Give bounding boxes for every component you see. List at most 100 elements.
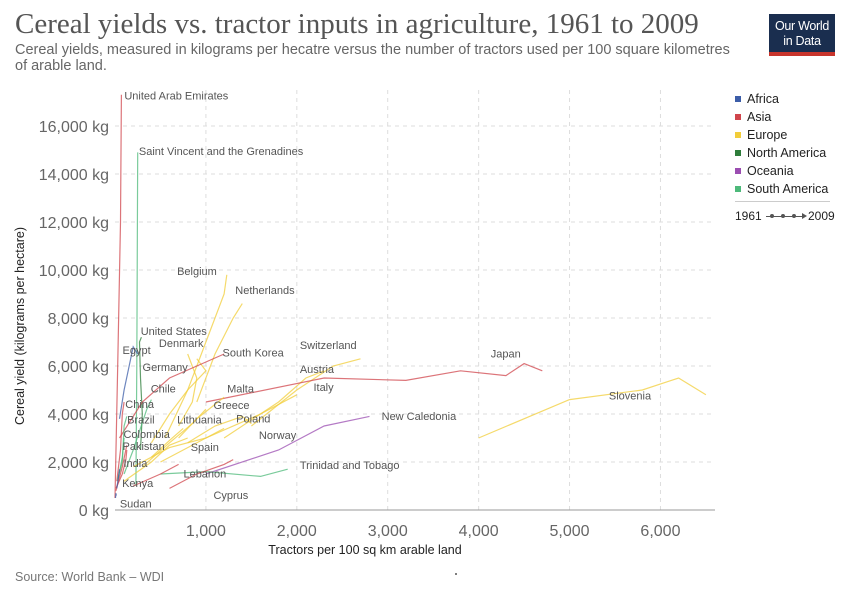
legend-item-africa[interactable]: Africa bbox=[735, 92, 779, 106]
series-line[interactable]: Kenya bbox=[116, 469, 121, 489]
point-label: Saint Vincent and the Grenadines bbox=[139, 146, 304, 158]
series-line[interactable]: Lebanon bbox=[132, 463, 179, 487]
point-label: Belgium bbox=[177, 266, 217, 278]
point-label: Sudan bbox=[120, 499, 152, 511]
point-label: Greece bbox=[213, 400, 249, 412]
series-line[interactable]: Slovenia bbox=[478, 377, 707, 439]
legend-swatch bbox=[735, 167, 741, 174]
series-line[interactable]: Belgium bbox=[164, 274, 228, 439]
point-label: United Arab Emirates bbox=[124, 91, 228, 103]
y-axis-label: Cereal yield (kilograms per hectare) bbox=[13, 227, 27, 425]
point-label: Netherlands bbox=[235, 285, 295, 297]
y-tick-label: 4,000 kg bbox=[48, 407, 109, 424]
time-arrow-line bbox=[766, 216, 804, 217]
point-label: Cyprus bbox=[213, 490, 248, 502]
x-tick-label: 5,000 bbox=[550, 523, 590, 540]
y-tick-label: 8,000 kg bbox=[48, 311, 109, 328]
time-end-label: 2009 bbox=[808, 209, 835, 223]
owid-logo[interactable]: Our World in Data bbox=[769, 14, 835, 56]
footer-dot bbox=[455, 573, 457, 575]
point-label: Kenya bbox=[122, 478, 154, 490]
series-line[interactable]: Trinidad and Tobago bbox=[160, 468, 288, 478]
series-line[interactable]: India bbox=[115, 449, 128, 489]
x-tick-label: 4,000 bbox=[459, 523, 499, 540]
axes: 0 kg 2,000 kg 4,000 kg 6,000 kg 8,000 kg 10,0… bbox=[39, 119, 715, 540]
legend-swatch bbox=[735, 113, 741, 120]
point-label: Colombia bbox=[123, 429, 170, 441]
point-label: Lebanon bbox=[183, 469, 226, 481]
series-line[interactable]: Germany bbox=[150, 358, 207, 444]
legend-label: Africa bbox=[747, 92, 779, 106]
point-label: Denmark bbox=[159, 338, 204, 350]
point-label: United States bbox=[141, 326, 208, 338]
x-tick-label: 1,000 bbox=[186, 523, 226, 540]
chart-title: Cereal yields vs. tractor inputs in agri… bbox=[15, 8, 699, 40]
series-line[interactable]: Japan bbox=[205, 362, 543, 403]
legend-item-oceania[interactable]: Oceania bbox=[735, 164, 794, 178]
time-dot bbox=[792, 214, 796, 218]
legend-item-asia[interactable]: Asia bbox=[735, 110, 771, 124]
y-tick-label: 14,000 kg bbox=[39, 167, 109, 184]
y-tick-label: 2,000 kg bbox=[48, 455, 109, 472]
series-line[interactable]: Switzerland bbox=[251, 358, 361, 427]
legend-label: South America bbox=[747, 182, 829, 196]
source-note: Source: World Bank – WDI bbox=[15, 570, 165, 584]
point-label: Lithuania bbox=[177, 415, 223, 427]
point-label: New Caledonia bbox=[382, 411, 457, 423]
series-line[interactable]: Saint Vincent and the Grenadines bbox=[135, 152, 139, 487]
legend-label: Asia bbox=[747, 110, 772, 124]
time-arrow-head bbox=[802, 213, 807, 219]
y-tick-label: 16,000 kg bbox=[39, 119, 109, 136]
point-label: Poland bbox=[236, 413, 270, 425]
logo-line-1: Our World bbox=[774, 19, 830, 33]
point-label: Austria bbox=[300, 364, 335, 376]
series-line[interactable]: Norway bbox=[187, 415, 252, 444]
legend-label: North America bbox=[747, 146, 827, 160]
time-dot bbox=[781, 214, 785, 218]
chart-subtitle: Cereal yields, measured in kilograms per… bbox=[15, 42, 730, 74]
series-line[interactable]: Egypt bbox=[118, 345, 139, 419]
legend-item-europe[interactable]: Europe bbox=[735, 128, 787, 142]
series-line[interactable]: Malta bbox=[178, 396, 225, 439]
series-line[interactable]: Lithuania bbox=[150, 427, 184, 458]
series-line[interactable]: Netherlands bbox=[196, 303, 243, 403]
logo-line-2: in Data bbox=[783, 34, 821, 48]
series-line[interactable]: Denmark bbox=[178, 353, 198, 427]
legend-item-south-america[interactable]: South America bbox=[735, 182, 828, 196]
series-line[interactable]: China bbox=[116, 401, 125, 482]
series-line[interactable]: Cyprus bbox=[169, 459, 234, 489]
y-tick-label: 0 kg bbox=[79, 503, 109, 520]
series-line[interactable]: Austria bbox=[223, 370, 325, 439]
legend-swatch bbox=[735, 185, 741, 192]
x-tick-label: 6,000 bbox=[640, 523, 680, 540]
point-label: Norway bbox=[259, 430, 297, 442]
point-labels: United Arab Emirates Saint Vincent and th… bbox=[120, 91, 652, 511]
point-label: Chile bbox=[151, 383, 176, 395]
point-label: South Korea bbox=[223, 347, 285, 359]
point-label: Switzerland bbox=[300, 340, 357, 352]
legend-divider bbox=[735, 201, 830, 202]
point-label: India bbox=[123, 458, 148, 470]
point-label: Trinidad and Tobago bbox=[300, 460, 400, 472]
series-line[interactable]: New Caledonia bbox=[205, 415, 370, 475]
time-start-label: 1961 bbox=[735, 209, 762, 223]
point-label: Spain bbox=[191, 442, 219, 454]
series-line[interactable]: Spain bbox=[123, 437, 188, 482]
series-line[interactable]: United Arab Emirates bbox=[114, 94, 122, 499]
y-tick-label: 10,000 kg bbox=[39, 263, 109, 280]
point-label: Egypt bbox=[123, 345, 151, 357]
legend-item-north-america[interactable]: North America bbox=[735, 146, 826, 160]
x-axis-label: Tractors per 100 sq km arable land bbox=[268, 543, 461, 557]
series-line[interactable]: Italy bbox=[160, 394, 298, 463]
point-label: Italy bbox=[313, 382, 334, 394]
series-line[interactable]: South Korea bbox=[118, 353, 225, 439]
point-label: Brazil bbox=[127, 415, 155, 427]
legend-swatch bbox=[735, 131, 741, 138]
x-tick-label: 2,000 bbox=[277, 523, 317, 540]
point-label: Malta bbox=[227, 383, 255, 395]
legend-swatch bbox=[735, 149, 741, 156]
legend-label: Europe bbox=[747, 128, 788, 142]
series-line[interactable]: Sudan bbox=[114, 493, 117, 499]
series-line[interactable]: Chile bbox=[123, 399, 152, 475]
